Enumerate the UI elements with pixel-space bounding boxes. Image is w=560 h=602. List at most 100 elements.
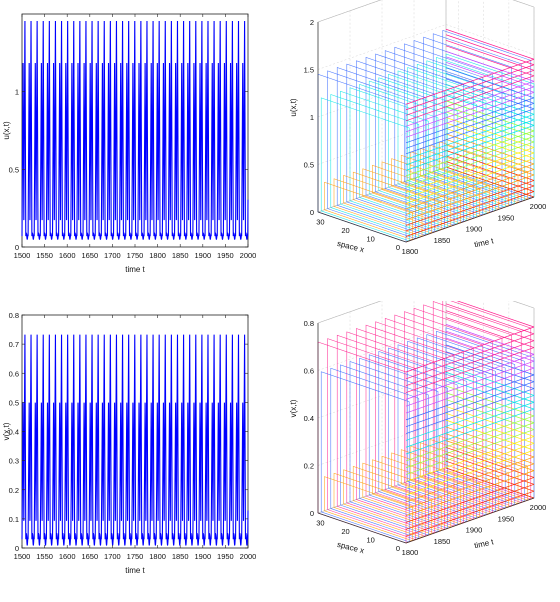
grid-line: [317, 0, 382, 23]
surface-ribbon: [320, 97, 410, 242]
v-surface-svg: 18001850190019502000010203000.20.40.60.8…: [289, 301, 547, 557]
surface-contour: [405, 191, 535, 237]
surface-contour: [405, 388, 535, 434]
surface-contour: [445, 365, 535, 396]
surface-contour: [445, 358, 535, 389]
surface-contour: [445, 72, 535, 104]
x-tick-label: 1650: [81, 552, 98, 561]
surface-contour: [405, 97, 535, 144]
grid-line: [445, 420, 535, 451]
surface-ribbon: [394, 314, 484, 517]
surface-contour: [445, 128, 535, 159]
surface-ribbon: [436, 57, 525, 201]
surface-contour: [405, 470, 535, 516]
surface-ribbon: [359, 84, 448, 228]
axis-x: [317, 211, 407, 243]
x-tick-label: 1700: [104, 251, 121, 260]
z-tick-label: 0.8: [304, 319, 314, 328]
surface-contour: [445, 133, 535, 165]
surface-contour: [445, 89, 535, 121]
z-tick-label: 0.4: [304, 414, 314, 423]
surface-ribbon: [420, 148, 509, 207]
x-tick-label: 10: [367, 234, 375, 243]
box-edge: [512, 301, 535, 309]
x-tick-label: 1550: [36, 552, 53, 561]
z-tick-label: 0: [310, 208, 314, 217]
x-tick-label: 2000: [240, 552, 257, 561]
x-tick-label: 1600: [59, 251, 76, 260]
surface-ribbon: [324, 181, 413, 241]
surface-ribbon: [426, 60, 516, 205]
surface-ribbon: [356, 60, 445, 229]
surface-contour: [445, 467, 535, 499]
t-tick-label: 2000: [530, 503, 547, 512]
x-axis-label: space x: [336, 239, 365, 254]
grid-line: [317, 420, 447, 466]
surface-ribbon: [330, 367, 420, 539]
surface-contour: [445, 317, 535, 348]
v-time-series-chart: 1500 1550 1600 1650 1700 1750 1800 1850 1900 1950…: [0, 301, 260, 602]
axis-t: [405, 497, 535, 544]
surface-ribbon: [333, 472, 423, 538]
surface-ribbon: [320, 371, 410, 543]
surface-contour: [445, 419, 535, 451]
surface-contour: [405, 91, 535, 138]
surface-contour: [445, 166, 535, 198]
axis-x: [317, 512, 407, 544]
surface-ribbon: [368, 354, 458, 526]
surface-ribbon: [423, 304, 512, 507]
surface-contour: [405, 340, 535, 387]
surface-contour: [445, 67, 535, 99]
surface-contour: [405, 326, 535, 373]
v-surface-chart: 1800 1850 1900 1950 2000 0 10 20 30 0 0.2 0.4 0.6 0.8…: [280, 301, 560, 602]
surface-contour: [445, 330, 535, 362]
t-tick-label: 1950: [498, 514, 515, 523]
surface-contour: [405, 69, 535, 116]
surface-contour: [405, 114, 535, 160]
surface-ribbon: [346, 331, 436, 534]
x-tick-label: 2000: [240, 251, 257, 260]
surface-ribbon: [426, 334, 516, 506]
surface-contour: [445, 84, 535, 115]
surface-contour: [456, 301, 535, 328]
surface-ribbon: [397, 70, 487, 215]
t-tick-label: 1900: [466, 225, 483, 234]
v-time-series-svg: 1500 1550 1600 1650 1700 1750 1800 1850 1900 1950…: [2, 311, 257, 575]
surface-contour: [445, 460, 535, 492]
surface-ribbon: [436, 330, 525, 502]
y-tick-label: 0.3: [9, 457, 19, 466]
surface-contour: [445, 28, 535, 60]
surface-contour: [445, 447, 535, 478]
surface-ribbon: [413, 307, 503, 510]
surface-contour: [405, 401, 535, 448]
surface-ribbon: [362, 462, 452, 528]
surface-ribbon: [336, 67, 426, 236]
surface-ribbon: [394, 46, 484, 216]
surface-ribbon: [372, 164, 461, 224]
surface-contour: [445, 324, 535, 355]
surface-ribbon: [333, 178, 423, 237]
box-edge: [512, 0, 535, 8]
surface-ribbon: [340, 90, 429, 235]
surface-ribbon: [391, 452, 480, 518]
x-tick-label: 10: [367, 535, 375, 544]
grid-line: [512, 301, 535, 309]
y-tick-label: 0: [15, 243, 19, 252]
surface-ribbon: [381, 455, 471, 521]
grid-line: [317, 301, 382, 324]
surface-ribbon: [340, 364, 429, 536]
grid-line: [512, 0, 535, 8]
surface-contour: [445, 337, 535, 369]
surface-contour: [405, 360, 535, 407]
surface-contour: [405, 86, 535, 133]
surface-contour: [445, 378, 535, 410]
y-tick-label: 0.8: [9, 311, 19, 320]
surface-contour: [445, 95, 535, 126]
surface-contour: [445, 34, 535, 66]
surface-contour: [445, 406, 535, 437]
surface-ribbon: [365, 324, 455, 527]
surface-contour: [445, 111, 535, 143]
surface-ribbon: [362, 168, 452, 227]
x-tick-label: 1700: [104, 552, 121, 561]
surface-contour: [445, 303, 535, 335]
